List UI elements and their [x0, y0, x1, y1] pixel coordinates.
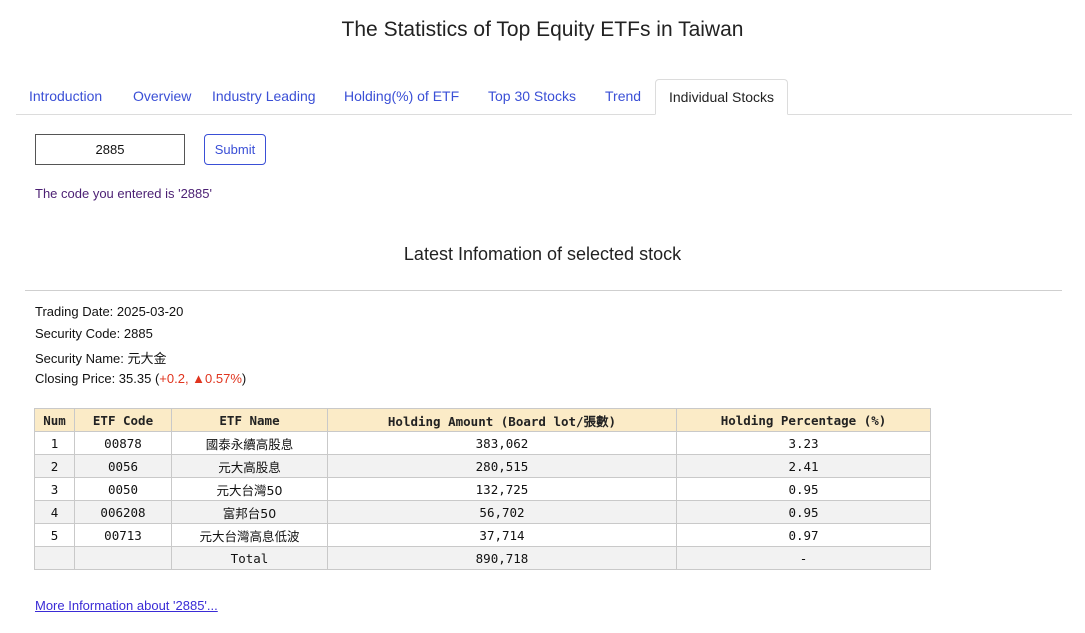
cell-etf-code: 0050 — [74, 477, 172, 501]
security-name: Security Name: 元大金 — [35, 348, 167, 367]
table-header-row: Num ETF Code ETF Name Holding Amount (Bo… — [34, 408, 931, 432]
cell-etf-code: 006208 — [74, 500, 172, 524]
table-row: 4 006208 富邦台50 56,702 0.95 — [34, 500, 931, 524]
table-row: 3 0050 元大台灣50 132,725 0.95 — [34, 477, 931, 501]
table-row: 2 0056 元大高股息 280,515 2.41 — [34, 454, 931, 478]
cell-num: 5 — [34, 523, 75, 547]
tab-overview[interactable]: Overview — [133, 88, 192, 104]
section-divider — [25, 290, 1062, 291]
tab-individual-stocks[interactable]: Individual Stocks — [655, 79, 789, 115]
more-info-link[interactable]: More Information about '2885'... — [35, 598, 218, 613]
page-title: The Statistics of Top Equity ETFs in Tai… — [341, 18, 744, 41]
security-code: Security Code: 2885 — [35, 326, 153, 341]
cell-num: 4 — [34, 500, 75, 524]
closing-price-label: Closing Price: 35.35 ( — [35, 371, 160, 386]
cell-etf-name: 富邦台50 — [171, 500, 328, 524]
header-holding-amount: Holding Amount (Board lot/張數) — [327, 408, 677, 432]
cell-holding-amount: 132,725 — [327, 477, 677, 501]
etf-holdings-table: Num ETF Code ETF Name Holding Amount (Bo… — [34, 408, 931, 570]
tab-bar: Introduction Overview Industry Leading H… — [16, 79, 1072, 115]
security-name-value: 元大金 — [127, 352, 167, 367]
cell-etf-name: 元大台灣50 — [171, 477, 328, 501]
total-holding-amount: 890,718 — [327, 546, 677, 570]
cell-num: 3 — [34, 477, 75, 501]
cell-etf-name: 國泰永續高股息 — [171, 431, 328, 455]
total-cell-etf-code — [74, 546, 172, 570]
cell-num: 2 — [34, 454, 75, 478]
cell-holding-percentage: 0.97 — [676, 523, 931, 547]
tab-introduction[interactable]: Introduction — [29, 88, 103, 104]
closing-price-close: ) — [241, 371, 247, 386]
cell-etf-name: 元大高股息 — [171, 454, 328, 478]
cell-etf-name: 元大台灣高息低波 — [171, 523, 328, 547]
header-etf-name: ETF Name — [171, 408, 328, 432]
cell-holding-percentage: 2.41 — [676, 454, 931, 478]
cell-holding-amount: 56,702 — [327, 500, 677, 524]
tab-industry-leading[interactable]: Industry Leading — [212, 88, 316, 104]
tab-top-30-stocks[interactable]: Top 30 Stocks — [488, 88, 576, 104]
cell-num: 1 — [34, 431, 75, 455]
total-cell-num — [34, 546, 75, 570]
cell-holding-percentage: 3.23 — [676, 431, 931, 455]
cell-holding-amount: 383,062 — [327, 431, 677, 455]
security-name-label: Security Name: — [35, 351, 128, 366]
section-title: Latest Infomation of selected stock — [403, 244, 682, 264]
cell-holding-amount: 280,515 — [327, 454, 677, 478]
stock-code-input[interactable] — [35, 134, 185, 165]
table-row: 1 00878 國泰永續高股息 383,062 3.23 — [34, 431, 931, 455]
total-holding-percentage: - — [676, 546, 931, 570]
entered-code-message: The code you entered is '2885' — [35, 186, 212, 201]
price-change: +0.2, ▲0.57% — [159, 371, 242, 386]
tab-trend[interactable]: Trend — [605, 88, 642, 104]
table-total-row: Total 890,718 - — [34, 546, 931, 570]
tab-holding-of-etf[interactable]: Holding(%) of ETF — [344, 88, 460, 104]
table-row: 5 00713 元大台灣高息低波 37,714 0.97 — [34, 523, 931, 547]
cell-holding-amount: 37,714 — [327, 523, 677, 547]
header-num: Num — [34, 408, 75, 432]
submit-button[interactable]: Submit — [204, 134, 266, 165]
cell-etf-code: 00878 — [74, 431, 172, 455]
cell-holding-percentage: 0.95 — [676, 500, 931, 524]
header-holding-percentage: Holding Percentage (%) — [676, 408, 931, 432]
cell-etf-code: 0056 — [74, 454, 172, 478]
header-etf-code: ETF Code — [74, 408, 172, 432]
cell-etf-code: 00713 — [74, 523, 172, 547]
total-label: Total — [171, 546, 328, 570]
closing-price: Closing Price: 35.35 (+0.2, ▲0.57%) — [35, 371, 246, 386]
trading-date: Trading Date: 2025-03-20 — [35, 304, 184, 319]
cell-holding-percentage: 0.95 — [676, 477, 931, 501]
